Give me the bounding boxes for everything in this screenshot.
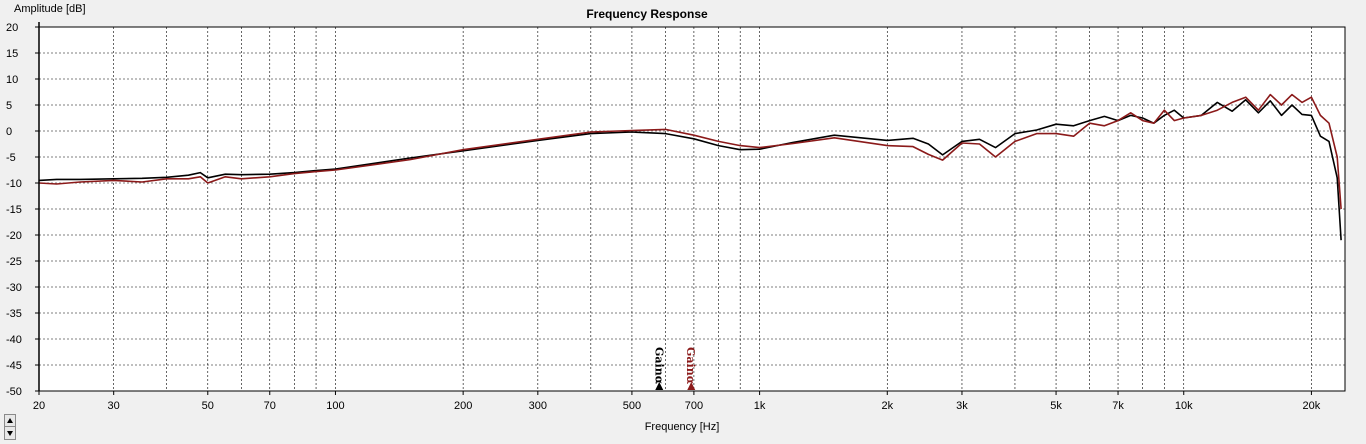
- scroll-up-icon[interactable]: [7, 418, 13, 423]
- y-tick-label: 15: [6, 48, 18, 60]
- x-tick-label: 100: [326, 400, 344, 412]
- y-tick-label: -5: [6, 152, 16, 164]
- grid: [39, 26, 1345, 391]
- marker-triangle-icon: [655, 382, 664, 390]
- y-tick-label: 20: [6, 22, 18, 34]
- y-axis-label: Amplitude [dB]: [14, 3, 86, 15]
- x-tick-label: 200: [454, 400, 472, 412]
- x-tick-label: 7k: [1112, 400, 1124, 412]
- spinner-divider: [5, 426, 15, 427]
- y-tick-label: -15: [6, 204, 22, 216]
- x-tick-label: 1k: [754, 400, 766, 412]
- series-group: [38, 93, 1342, 241]
- x-tick-label: 500: [623, 400, 641, 412]
- y-tick-label: -45: [6, 360, 22, 372]
- marker-label: Gainα: [652, 347, 665, 385]
- y-axis-ticks: 20 15 10 5 0 -5 -10 -15 -20 -25 -30 -35 -40 -45 -50: [6, 22, 39, 398]
- series-line-2: [38, 93, 1342, 210]
- scroll-down-icon[interactable]: [7, 431, 13, 436]
- marker-triangle-icon: [687, 382, 696, 390]
- y-tick-label: -40: [6, 334, 22, 346]
- y-tick-label: -10: [6, 178, 22, 190]
- chart-title: Frequency Response: [586, 7, 708, 21]
- y-tick-label: -50: [6, 386, 22, 398]
- x-tick-label: 30: [108, 400, 120, 412]
- x-tick-label: 700: [685, 400, 703, 412]
- y-tick-label: -25: [6, 256, 22, 268]
- y-tick-label: -35: [6, 308, 22, 320]
- x-tick-label: 70: [264, 400, 276, 412]
- x-axis-label: Frequency [Hz]: [645, 421, 720, 433]
- y-scroll-spinner[interactable]: [4, 414, 16, 440]
- x-tick-label: 3k: [956, 400, 968, 412]
- x-tick-label: 50: [202, 400, 214, 412]
- y-tick-label: 10: [6, 74, 18, 86]
- x-tick-label: 300: [529, 400, 547, 412]
- x-tick-label: 2k: [881, 400, 893, 412]
- x-tick-label: 20k: [1303, 400, 1321, 412]
- markers-group: Gainα Gainα: [652, 347, 697, 390]
- x-axis-ticks: 20 30 50 70 100 200 300 500 700 1k 2k 3k 5k 7k 10k 20k: [33, 391, 1321, 412]
- y-tick-label: 5: [6, 100, 12, 112]
- y-tick-label: 0: [6, 126, 12, 138]
- series-line-1: [38, 99, 1342, 241]
- x-tick-label: 20: [33, 400, 45, 412]
- x-tick-label: 5k: [1050, 400, 1062, 412]
- x-tick-label: 10k: [1175, 400, 1193, 412]
- y-tick-label: -30: [6, 282, 22, 294]
- y-tick-label: -20: [6, 230, 22, 242]
- marker-label: Gainα: [684, 347, 697, 385]
